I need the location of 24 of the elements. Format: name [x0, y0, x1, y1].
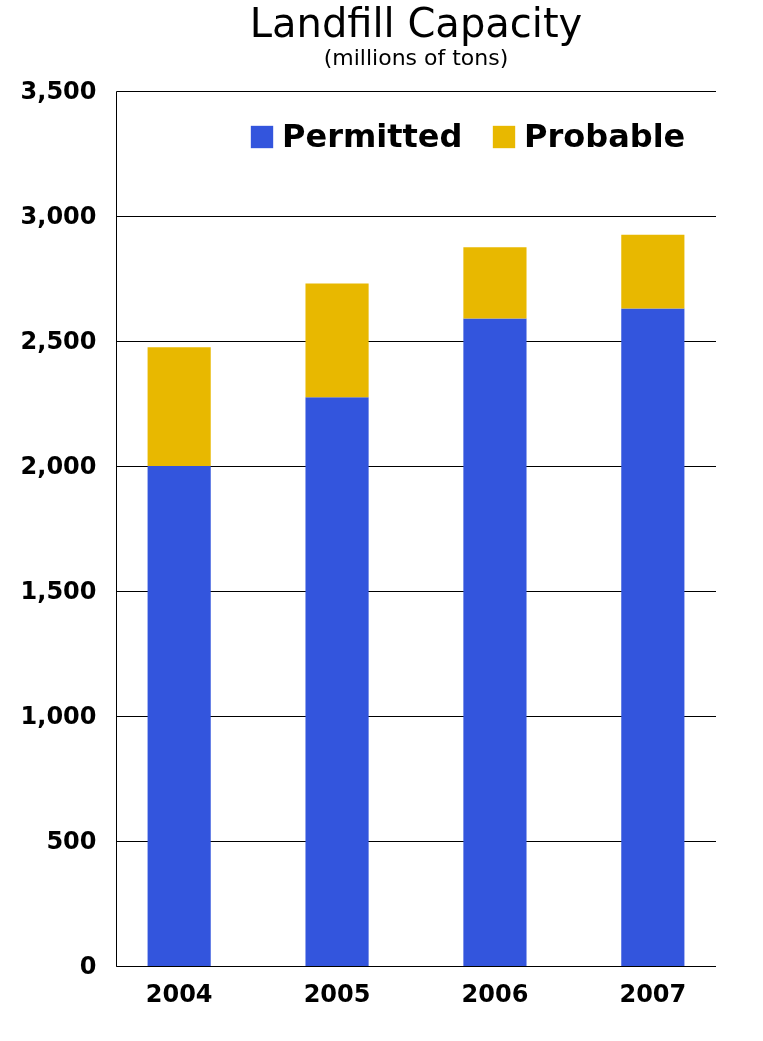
bar [463, 247, 527, 319]
chart-title: Landfill Capacity [249, 0, 583, 46]
x-tick-label: 2006 [461, 979, 529, 1008]
x-tick-label: 2005 [303, 979, 371, 1008]
bar [305, 397, 369, 966]
bar [621, 234, 685, 309]
chart-subtitle: (millions of tons) [323, 45, 509, 70]
y-tick-label: 1,000 [20, 701, 97, 730]
x-tick-label: 2004 [145, 979, 213, 1008]
bar [463, 318, 527, 966]
y-tick-label: 2,500 [20, 326, 97, 355]
bar [147, 466, 211, 966]
y-tick-label: 2,000 [20, 451, 97, 480]
y-tick-label: 0 [79, 951, 97, 980]
x-tick-label: 2007 [619, 979, 687, 1008]
y-tick-label: 500 [46, 826, 97, 855]
bar [147, 347, 211, 466]
y-tick-label: 3,500 [20, 76, 97, 105]
y-tick-label: 1,500 [20, 576, 97, 605]
y-tick-label: 3,000 [20, 201, 97, 230]
legend-label: Permitted [282, 117, 463, 155]
bar [305, 283, 369, 398]
bar [621, 308, 685, 966]
legend-label: Probable [524, 117, 686, 155]
